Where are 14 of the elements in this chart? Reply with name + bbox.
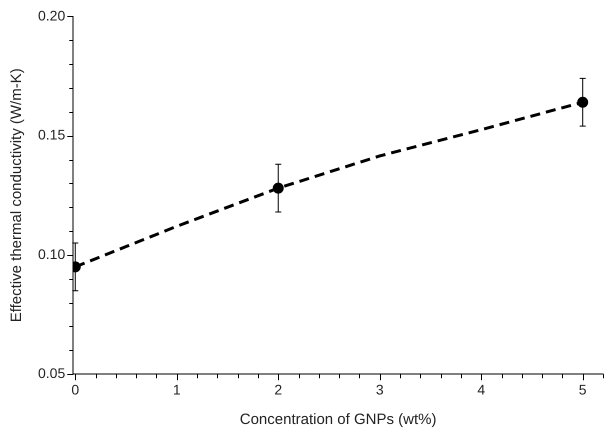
y-tick-label: 0.05: [38, 365, 66, 382]
x-tick-label: 1: [172, 381, 181, 398]
x-tick-label: 3: [376, 381, 384, 398]
y-tick-label: 0.10: [38, 246, 66, 262]
x-axis-title: Concentration of GNPs (wt%): [240, 411, 436, 428]
y-axis-title: Effective thermal conductivity (W/m-K): [8, 68, 26, 322]
x-tick-label: 0: [71, 381, 80, 398]
point: [577, 96, 588, 108]
x-tick-label: 4: [477, 381, 486, 398]
x-tick-label: 5: [578, 381, 587, 398]
point: [272, 182, 284, 194]
x-tick-label: 2: [274, 381, 282, 398]
y-tick-label: 0.15: [38, 126, 66, 143]
y-tick-label: 0.20: [38, 7, 66, 24]
